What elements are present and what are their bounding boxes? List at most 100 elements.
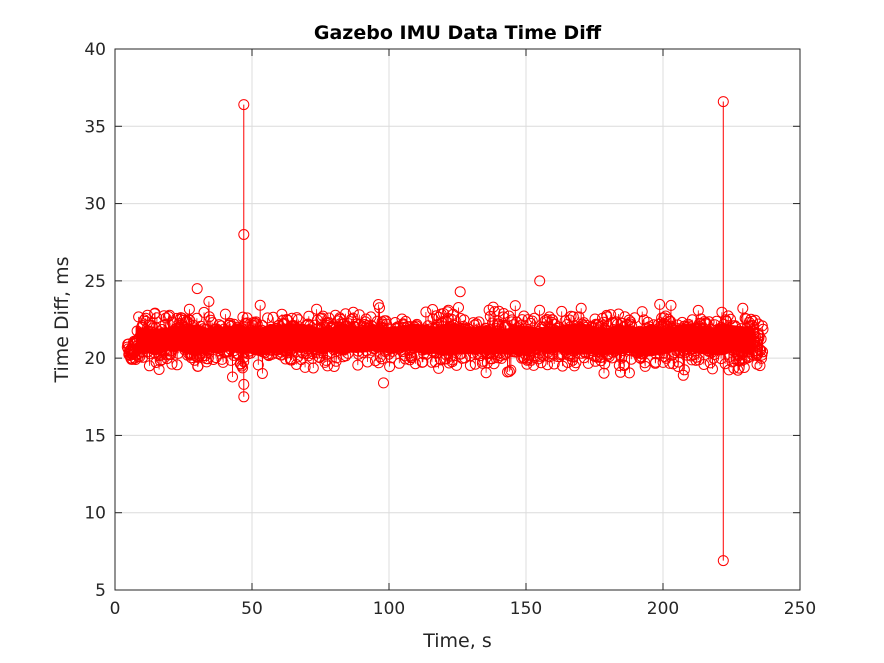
- outlier-point: [454, 286, 466, 298]
- data-point: [636, 306, 648, 318]
- data-point: [522, 314, 534, 326]
- dense-band: [135, 322, 755, 357]
- data-point: [692, 304, 704, 316]
- data-point: [254, 299, 266, 311]
- data-point: [719, 358, 731, 370]
- data-point: [740, 313, 752, 325]
- data-point: [393, 357, 405, 369]
- outlier-point: [238, 391, 250, 403]
- data-point: [737, 302, 749, 314]
- data-point: [328, 361, 340, 372]
- data-point: [539, 315, 551, 326]
- data-point: [140, 312, 152, 324]
- data-point: [373, 357, 385, 369]
- x-tick-label: 150: [510, 599, 542, 619]
- data-point: [143, 360, 155, 372]
- data-point: [543, 311, 555, 323]
- data-point: [219, 308, 231, 320]
- data-point: [203, 296, 215, 307]
- data-point: [202, 353, 214, 365]
- data-point: [311, 303, 323, 315]
- y-tick-label: 15: [84, 426, 106, 446]
- data-point: [618, 360, 630, 372]
- data-point: [650, 356, 662, 368]
- data-point: [384, 361, 396, 373]
- data-point: [237, 362, 249, 374]
- data-point: [509, 300, 521, 312]
- data-point: [556, 305, 568, 317]
- data-point: [160, 312, 172, 324]
- data-point: [280, 353, 292, 365]
- data-point: [662, 313, 674, 325]
- data-point: [140, 315, 152, 327]
- data-point: [567, 354, 579, 366]
- data-point: [722, 310, 734, 322]
- data-point: [526, 315, 538, 327]
- data-point: [362, 356, 373, 368]
- data-point: [548, 358, 560, 370]
- data-point: [732, 364, 744, 376]
- data-point: [677, 369, 689, 381]
- data-point: [698, 316, 710, 328]
- data-point: [535, 357, 547, 369]
- y-tick-label: 5: [95, 581, 106, 601]
- data-point: [453, 302, 464, 313]
- data-point: [256, 368, 268, 379]
- data-point: [672, 361, 684, 372]
- axis-ticks: 0 50 100 150 200 250 5 10 15 20 25 30 35 40: [84, 40, 816, 619]
- data-point: [347, 312, 359, 324]
- data-point: [374, 302, 385, 314]
- data-point: [654, 298, 666, 310]
- data-point: [678, 364, 690, 376]
- data-point: [217, 356, 229, 368]
- chart-title: Gazebo IMU Data Time Diff: [314, 22, 602, 44]
- y-axis-label: Time Diff, ms: [51, 256, 73, 383]
- data-point: [430, 310, 442, 322]
- outlier-point: [534, 275, 546, 287]
- data-point: [489, 306, 501, 318]
- data-point: [623, 314, 635, 326]
- data-point: [716, 306, 728, 318]
- data-point: [615, 366, 626, 378]
- data-point: [756, 352, 767, 364]
- outlier-point: [191, 283, 203, 295]
- data-point: [158, 310, 170, 322]
- data-point: [598, 316, 610, 328]
- data-point: [322, 360, 333, 372]
- x-tick-label: 250: [784, 599, 816, 619]
- data-point: [154, 355, 166, 367]
- outlier-point: [238, 378, 250, 390]
- data-point: [319, 356, 331, 368]
- data-point: [518, 310, 530, 322]
- data-series: [121, 96, 769, 567]
- x-tick-label: 200: [647, 599, 679, 619]
- outlier-point: [378, 377, 389, 389]
- data-point: [207, 354, 219, 365]
- x-axis-label: Time, s: [422, 630, 491, 652]
- data-point: [749, 314, 761, 326]
- data-point: [665, 315, 677, 327]
- data-point: [409, 358, 421, 370]
- data-point: [352, 359, 364, 371]
- data-point: [755, 344, 767, 356]
- data-point: [487, 301, 499, 313]
- data-point: [639, 357, 651, 369]
- data-point: [503, 310, 515, 322]
- data-point: [698, 359, 710, 370]
- data-point: [171, 359, 183, 371]
- data-point: [286, 312, 298, 324]
- data-point: [347, 306, 359, 318]
- data-point: [427, 304, 439, 315]
- data-point: [567, 311, 579, 323]
- data-point: [164, 309, 176, 321]
- data-point: [163, 311, 174, 322]
- data-point: [525, 354, 537, 366]
- data-point: [262, 312, 274, 324]
- data-point: [498, 308, 510, 319]
- outlier-point: [238, 99, 250, 111]
- data-point: [613, 360, 625, 371]
- data-point: [605, 309, 617, 321]
- data-point: [738, 362, 750, 373]
- data-point: [420, 306, 432, 318]
